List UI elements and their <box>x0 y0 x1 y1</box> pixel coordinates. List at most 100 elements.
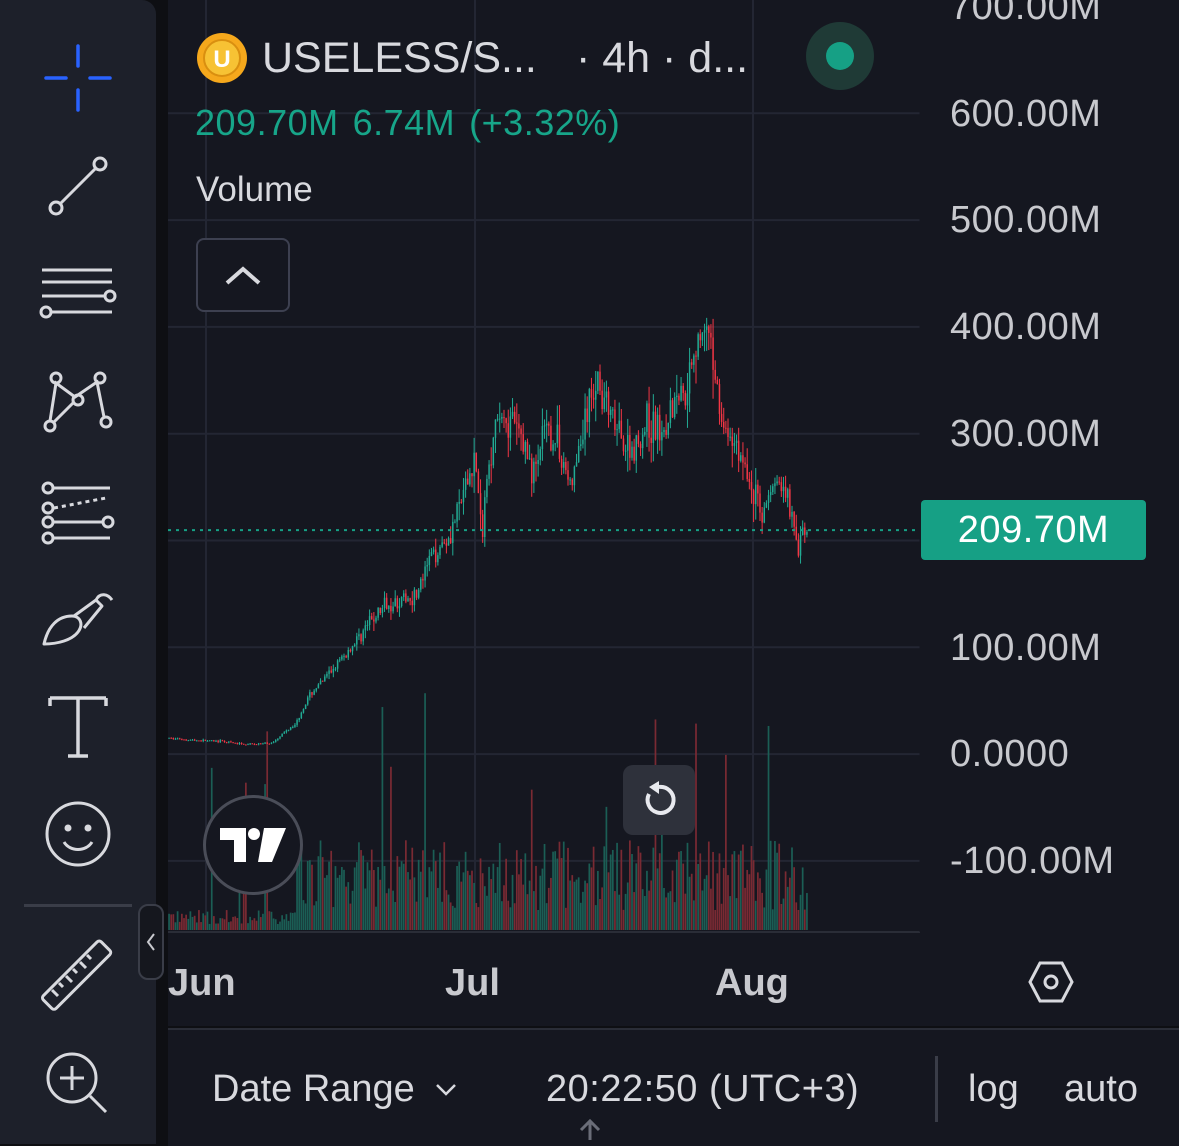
volume-bar <box>752 860 755 930</box>
volume-bar <box>735 898 738 930</box>
reset-chart-button[interactable] <box>623 765 695 835</box>
candle-body <box>202 739 204 742</box>
volume-bar <box>725 754 727 930</box>
volume-bar <box>309 860 311 930</box>
volume-bar <box>483 886 486 930</box>
volume-bar <box>648 890 650 930</box>
tradingview-logo[interactable] <box>203 795 303 895</box>
clock-timezone[interactable]: 20:22:50 (UTC+3) <box>546 1068 860 1110</box>
trend-line-tool[interactable] <box>36 144 120 228</box>
log-scale-toggle[interactable]: log <box>968 1068 1019 1110</box>
chart-settings-button[interactable] <box>1024 955 1078 1009</box>
volume-bar <box>195 922 198 930</box>
candle-body <box>411 600 414 606</box>
volume-bar <box>387 888 390 930</box>
volume-bar <box>287 920 290 930</box>
candle-body <box>398 606 401 609</box>
volume-bar <box>586 883 589 930</box>
volume-bar <box>402 863 405 930</box>
volume-bar <box>675 859 678 930</box>
volume-bar <box>462 872 465 930</box>
candle-body <box>699 334 702 341</box>
volume-bar <box>545 903 548 930</box>
date-range-dropdown[interactable]: Date Range <box>212 1068 457 1111</box>
volume-bar <box>718 853 721 930</box>
volume-bar <box>554 851 557 930</box>
volume-bar <box>533 891 535 930</box>
candle-body <box>750 481 753 491</box>
auto-scale-toggle[interactable]: auto <box>1064 1068 1138 1110</box>
volume-bar <box>422 850 424 930</box>
candle-body <box>302 709 305 713</box>
candle-body <box>232 742 234 744</box>
prediction-tool[interactable] <box>36 468 120 552</box>
volume-bar <box>742 844 744 930</box>
candle-body <box>441 542 443 547</box>
volume-bar <box>611 849 614 930</box>
candle-body <box>774 483 776 487</box>
collapse-legend-button[interactable] <box>196 238 290 312</box>
price-change-percent: (+3.32%) <box>469 102 621 143</box>
candle-body <box>200 740 202 742</box>
volume-bar <box>332 907 335 930</box>
symbol-title[interactable]: USELESS/S... <box>262 34 537 82</box>
candle-body <box>488 464 490 479</box>
candle-body <box>247 743 249 745</box>
volume-bar <box>213 916 215 930</box>
pattern-tool[interactable] <box>36 358 120 442</box>
volume-bar <box>230 921 232 930</box>
candle-body <box>710 332 712 338</box>
volume-bar <box>204 915 207 930</box>
volume-bar <box>217 923 219 930</box>
volume-bar <box>215 923 217 930</box>
market-status-indicator[interactable] <box>806 22 874 90</box>
price-chart[interactable] <box>168 0 1179 1026</box>
candle-body <box>701 332 704 341</box>
candle-body <box>526 441 529 460</box>
candle-body <box>242 743 245 745</box>
candle-body <box>296 720 298 725</box>
candle-body <box>744 462 746 465</box>
volume-bar <box>368 870 371 930</box>
candle-body <box>543 425 546 427</box>
volume-bar <box>618 894 621 930</box>
volume-bar <box>268 911 271 930</box>
emoji-tool[interactable] <box>36 792 120 876</box>
crosshair-tool[interactable] <box>36 36 120 120</box>
candle-body <box>240 743 243 745</box>
candle-body <box>729 436 731 438</box>
volume-indicator-label[interactable]: Volume <box>196 170 313 209</box>
volume-bar <box>477 907 480 930</box>
ruler-tool[interactable] <box>36 936 120 1020</box>
candle-body <box>735 440 738 444</box>
volume-bar <box>797 909 800 930</box>
candle-body <box>174 738 177 740</box>
brush-tool[interactable] <box>36 576 120 660</box>
candle-body <box>650 437 652 443</box>
prediction-icon <box>41 481 115 545</box>
candle-body <box>225 742 228 744</box>
volume-bar <box>748 874 751 930</box>
candle-body <box>560 458 563 468</box>
collapse-toolbar-button[interactable] <box>138 904 164 980</box>
candle-body <box>496 418 499 420</box>
candle-body <box>292 726 294 728</box>
candle-body <box>198 740 200 742</box>
volume-bar <box>667 892 670 930</box>
candle-body <box>686 393 689 406</box>
volume-bar <box>629 840 631 930</box>
volume-bar <box>603 846 606 930</box>
candle-body <box>804 527 806 535</box>
volume-bar <box>279 921 281 930</box>
interval-and-exchange[interactable]: · 4h · d... <box>576 34 749 82</box>
zoom-in-tool[interactable] <box>36 1042 120 1126</box>
candle-body <box>571 479 574 486</box>
volume-bar <box>247 923 249 930</box>
candle-body <box>170 737 172 739</box>
horizontal-lines-tool[interactable] <box>36 250 120 334</box>
volume-bar <box>486 895 488 930</box>
candle-body <box>328 670 330 674</box>
volume-bar <box>560 858 563 930</box>
text-tool[interactable] <box>36 684 120 768</box>
volume-bar <box>806 893 808 930</box>
